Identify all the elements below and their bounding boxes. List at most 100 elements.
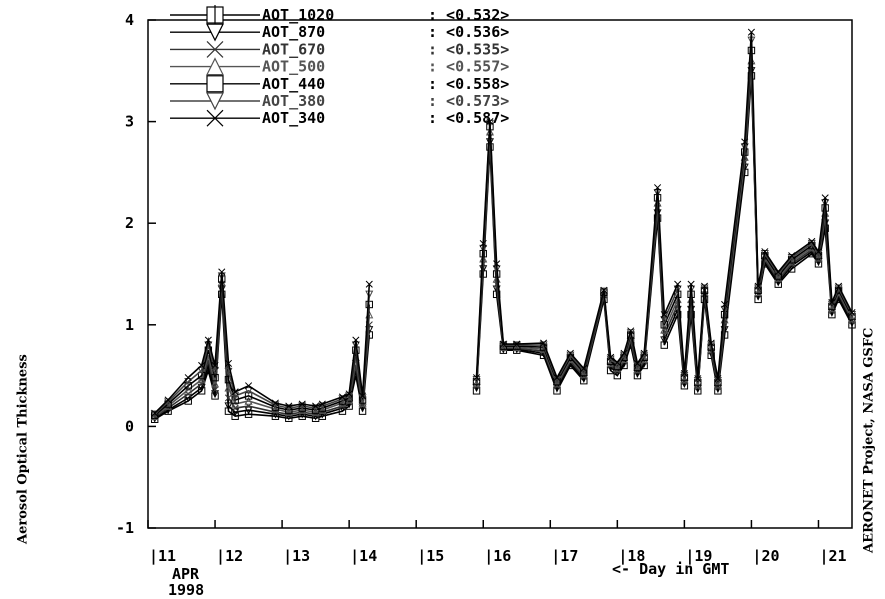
- x-tick-label: |12: [216, 547, 243, 566]
- legend-item: AOT_1020 : <0.532>: [170, 5, 509, 25]
- legend: AOT_1020 : <0.532> AOT_870 : <0.536>AOT_670…: [170, 5, 509, 127]
- legend-marker: [206, 40, 224, 58]
- data-point: [365, 280, 373, 288]
- data-point: [298, 400, 306, 408]
- legend-label: AOT_870: [262, 23, 325, 41]
- legend-item: AOT_440: <0.558>: [170, 75, 509, 93]
- data-point: [318, 404, 327, 412]
- data-point: [660, 321, 668, 329]
- series-lines: [150, 28, 857, 423]
- x-tick-label: |15: [417, 547, 444, 566]
- data-point: [211, 390, 220, 399]
- month-label: APR: [172, 565, 200, 583]
- data-point: [204, 336, 212, 344]
- data-point: [741, 138, 749, 146]
- data-point: [694, 383, 702, 391]
- data-point: [721, 300, 729, 309]
- y-tick-label: -1: [116, 519, 134, 537]
- credit-label: AERONET Project, NASA GSFC: [861, 327, 877, 553]
- data-point: [633, 367, 642, 376]
- data-point: [660, 311, 668, 319]
- data-point: [714, 375, 722, 383]
- legend-marker: [206, 57, 224, 76]
- data-point: [311, 407, 320, 416]
- data-point: [566, 349, 574, 357]
- legend-marker: [206, 23, 224, 42]
- data-point: [197, 375, 206, 384]
- data-point: [318, 400, 326, 408]
- data-point: [680, 375, 689, 384]
- data-point: [218, 268, 226, 276]
- data-point: [245, 382, 253, 390]
- legend-value: : <0.573>: [428, 92, 509, 110]
- data-point: [613, 364, 622, 373]
- legend-value: : <0.587>: [428, 109, 509, 127]
- data-point: [713, 380, 722, 389]
- data-point: [472, 379, 481, 388]
- data-point: [338, 393, 346, 401]
- data-point: [231, 408, 240, 417]
- data-point: [660, 325, 669, 334]
- data-point: [774, 268, 782, 276]
- plot-frame: [147, 19, 853, 529]
- y-tick-label: 0: [125, 417, 134, 435]
- legend-label: AOT_500: [262, 58, 325, 76]
- legend-value: : <0.532>: [428, 6, 509, 24]
- data-point: [580, 364, 588, 373]
- data-point: [660, 336, 669, 345]
- data-point: [271, 403, 280, 411]
- legend-marker: [206, 92, 224, 111]
- data-point: [150, 411, 159, 420]
- x-tick-label: |21: [819, 547, 846, 566]
- data-point: [828, 307, 836, 315]
- data-point: [499, 340, 507, 348]
- data-point: [627, 327, 635, 335]
- data-point: [151, 409, 159, 417]
- data-point: [774, 276, 782, 284]
- legend-value: : <0.536>: [428, 23, 509, 41]
- data-point: [552, 379, 561, 388]
- data-point: [674, 280, 682, 288]
- y-tick-label: 4: [125, 11, 134, 29]
- data-point: [224, 407, 233, 415]
- data-point: [680, 378, 688, 386]
- legend-label: AOT_1020: [262, 6, 334, 24]
- data-point: [271, 399, 279, 407]
- data-point: [747, 28, 755, 36]
- data-point: [620, 349, 628, 357]
- data-point: [285, 406, 293, 414]
- x-tick-label: |13: [283, 547, 310, 566]
- y-tick-label: 1: [125, 316, 134, 334]
- data-point: [687, 280, 695, 288]
- data-point: [224, 394, 233, 402]
- data-point: [814, 253, 823, 262]
- legend-marker: [206, 109, 224, 127]
- data-point: [827, 304, 836, 313]
- legend-value: : <0.557>: [428, 58, 509, 76]
- legend-item: AOT_500 : <0.557>: [170, 57, 509, 76]
- data-point: [271, 412, 280, 420]
- legend-item: AOT_670: <0.535>: [170, 40, 509, 58]
- data-point: [848, 309, 856, 317]
- data-point: [231, 388, 239, 396]
- data-point: [835, 282, 843, 290]
- data-point: [553, 382, 561, 390]
- legend-marker: [206, 75, 224, 93]
- data-point: [493, 260, 501, 268]
- x-tick-label: |17: [551, 547, 578, 566]
- data-point: [271, 404, 280, 413]
- data-point: [613, 358, 621, 366]
- data-point: [197, 371, 206, 380]
- data-point: [761, 248, 769, 256]
- data-point: [540, 339, 548, 347]
- data-point: [211, 361, 219, 369]
- data-point: [499, 342, 508, 351]
- data-point: [231, 399, 240, 408]
- data-point: [633, 365, 642, 374]
- data-point: [184, 374, 192, 382]
- data-point: [231, 412, 239, 420]
- year-label: 1998: [168, 581, 205, 599]
- data-point: [312, 402, 320, 410]
- legend-value: : <0.535>: [428, 40, 509, 58]
